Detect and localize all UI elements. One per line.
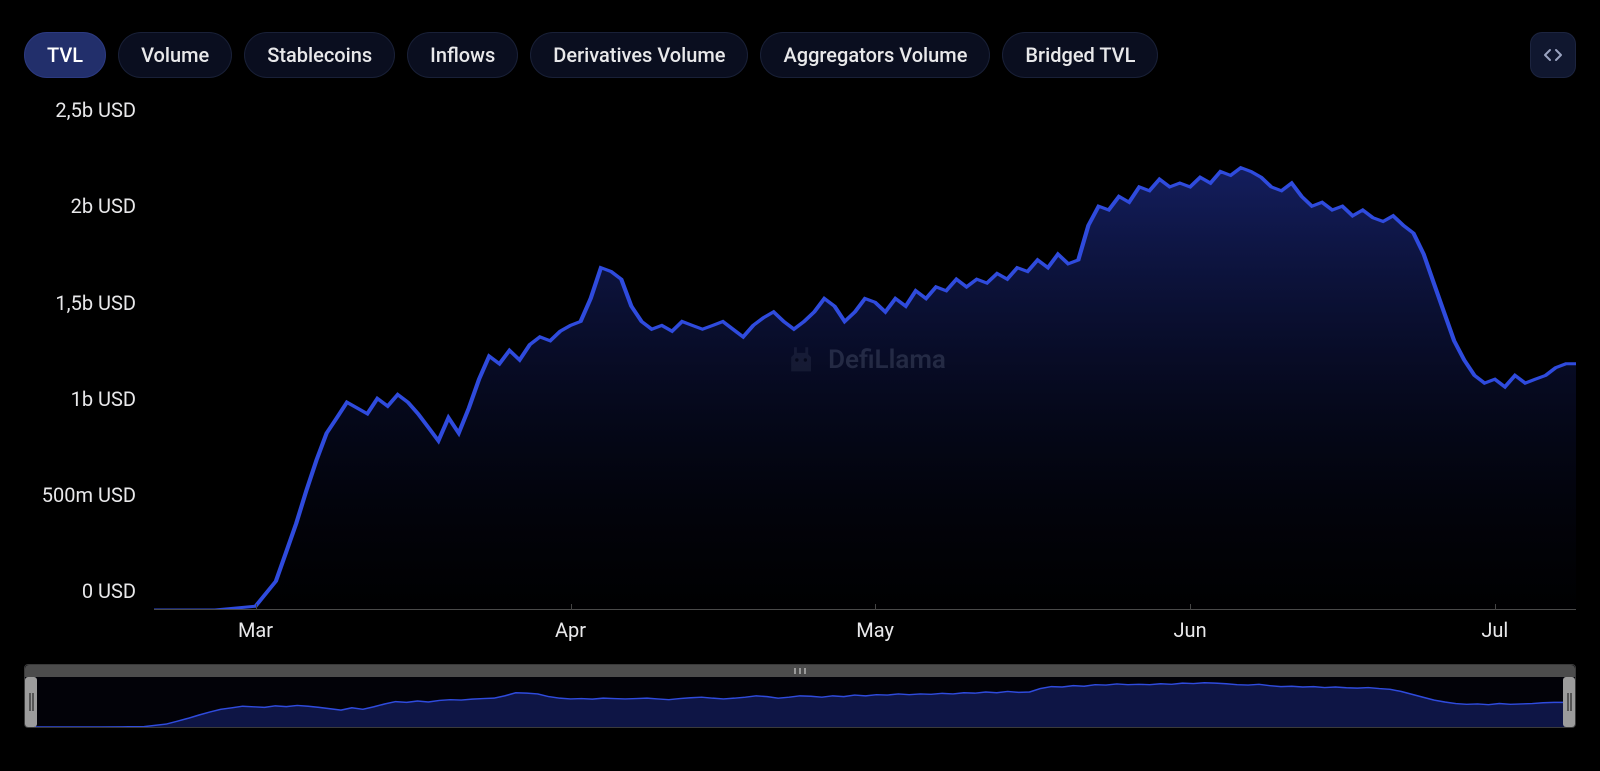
x-axis-label: Jul: [1481, 618, 1508, 642]
area-chart-svg: [154, 110, 1576, 610]
x-axis-label: Mar: [238, 618, 273, 642]
tab-inflows[interactable]: Inflows: [407, 32, 518, 78]
tab-bridged-tvl[interactable]: Bridged TVL: [1002, 32, 1158, 78]
y-axis-label: 1,5b USD: [55, 291, 136, 315]
tab-volume[interactable]: Volume: [118, 32, 232, 78]
code-brackets-icon: [1543, 45, 1563, 65]
x-axis: Mar Apr May Jun Jul: [154, 610, 1576, 650]
tab-tvl[interactable]: TVL: [24, 32, 106, 78]
tab-derivatives-volume[interactable]: Derivatives Volume: [530, 32, 748, 78]
metric-tab-bar: TVL Volume Stablecoins Inflows Derivativ…: [0, 0, 1600, 90]
navigator-handle-left[interactable]: [25, 677, 37, 727]
y-axis-label: 1b USD: [71, 387, 136, 411]
navigator-handle-right[interactable]: [1563, 677, 1575, 727]
time-range-navigator[interactable]: [24, 664, 1576, 728]
navigator-mini-chart: [35, 677, 1565, 727]
tab-aggregators-volume[interactable]: Aggregators Volume: [760, 32, 990, 78]
expand-chart-button[interactable]: [1530, 32, 1576, 78]
y-axis: 2,5b USD 2b USD 1,5b USD 1b USD 500m USD…: [24, 110, 144, 610]
x-axis-label: Apr: [555, 618, 586, 642]
y-axis-label: 2,5b USD: [55, 98, 136, 122]
tab-stablecoins[interactable]: Stablecoins: [244, 32, 395, 78]
x-axis-label: Jun: [1174, 618, 1207, 642]
x-axis-label: May: [856, 618, 894, 642]
navigator-scroll-track[interactable]: [25, 665, 1575, 677]
tvl-chart: 2,5b USD 2b USD 1,5b USD 1b USD 500m USD…: [24, 110, 1576, 650]
y-axis-label: 0 USD: [82, 579, 136, 603]
y-axis-label: 2b USD: [71, 194, 136, 218]
chart-plot-area[interactable]: DefiLlama: [154, 110, 1576, 610]
y-axis-label: 500m USD: [42, 483, 136, 507]
